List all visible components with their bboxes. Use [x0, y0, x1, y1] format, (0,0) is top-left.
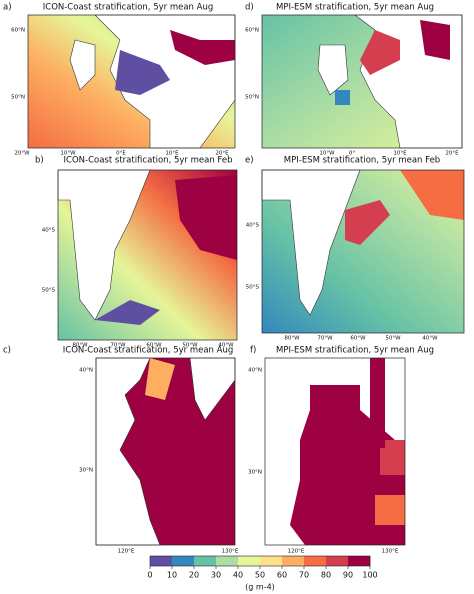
- lat-label: 30°N: [248, 470, 262, 476]
- lon-label: 10°W: [60, 151, 76, 157]
- panel-label: d): [245, 3, 254, 13]
- lon-label: 130°E: [222, 549, 239, 555]
- colorbar-tick-label: 70: [299, 571, 309, 580]
- map-a: [28, 14, 236, 149]
- lon-label: 0°: [349, 151, 355, 157]
- colorbar-tick-label: 60: [277, 571, 287, 580]
- lon-label: 20°E: [215, 151, 229, 157]
- panel-label: c): [3, 346, 11, 356]
- colorbar-segment: [348, 556, 371, 566]
- colorbar-segment: [216, 556, 239, 566]
- lon-label: 130°E: [382, 549, 399, 555]
- lat-label: 40°N: [248, 368, 262, 374]
- colorbar-segment: [194, 556, 217, 566]
- lon-label: 80°W: [284, 336, 300, 342]
- lat-label: 40°S: [42, 228, 56, 234]
- lon-label: 10°E: [393, 151, 407, 157]
- lon-label: 120°E: [118, 549, 135, 555]
- lon-label: 10°E: [165, 151, 179, 157]
- lon-label: 20°E: [445, 151, 459, 157]
- panel-title: MPI-ESM stratification, 5yr mean Aug: [276, 346, 434, 356]
- lon-label: 60°W: [350, 336, 366, 342]
- colorbar-segment: [304, 556, 327, 566]
- lat-label: 60°N: [245, 28, 259, 34]
- colorbar-segment: [150, 556, 173, 566]
- lon-label: 70°W: [317, 336, 333, 342]
- lat-label: 60°N: [11, 28, 25, 34]
- colorbar-tick-label: 30: [211, 571, 221, 580]
- colorbar-tick-label: 20: [189, 571, 199, 580]
- colorbar-tick-label: 50: [255, 571, 265, 580]
- lat-label: 50°S: [246, 285, 260, 291]
- colorbar-tick-label: 0: [147, 571, 152, 580]
- lon-label: 60°W: [146, 343, 162, 349]
- panel-label: b): [35, 156, 44, 166]
- lat-label: 50°S: [42, 288, 56, 294]
- colorbar-segment: [260, 556, 283, 566]
- panel-label: f): [250, 346, 256, 356]
- lon-label: 40°W: [422, 336, 438, 342]
- panel-label: e): [245, 156, 254, 166]
- map-f: [265, 358, 405, 545]
- lat-label: 50°N: [245, 95, 259, 101]
- colorbar-tick-label: 80: [321, 571, 331, 580]
- colorbar-segment: [172, 556, 195, 566]
- lon-label: 20°W: [14, 151, 30, 157]
- map-d: [262, 14, 463, 149]
- panel-title: ICON-Coast stratification, 5yr mean Feb: [64, 156, 233, 166]
- lon-label: 10°W: [319, 151, 335, 157]
- colorbar-tick-label: 90: [343, 571, 353, 580]
- colorbar-tick-label: 10: [167, 571, 177, 580]
- panel-label: a): [3, 3, 12, 13]
- panel-title: MPI-ESM stratification, 5yr mean Aug: [276, 3, 434, 13]
- colorbar-tick-label: 40: [233, 571, 243, 580]
- lon-label: 0°E: [116, 151, 126, 157]
- panel-title: ICON-Coast stratification, 5yr mean Aug: [43, 3, 214, 13]
- colorbar-label: (g m-4): [245, 583, 275, 592]
- colorbar-tick-label: 100: [362, 571, 377, 580]
- colorbar-segment: [326, 556, 349, 566]
- map-c: [95, 357, 236, 546]
- lat-label: 40°N: [79, 368, 93, 374]
- map-b: [57, 169, 237, 340]
- panel-title: MPI-ESM stratification, 5yr mean Feb: [284, 156, 440, 166]
- lon-label: 120°E: [288, 549, 305, 555]
- lon-label: 40°W: [218, 343, 234, 349]
- lon-label: 50°W: [182, 343, 198, 349]
- panel-title: ICON-Coast stratification, 5yr mean Aug: [63, 346, 234, 356]
- lat-label: 40°S: [246, 223, 260, 229]
- lon-label: 50°W: [385, 336, 401, 342]
- map-e: [261, 169, 464, 333]
- colorbar-segment: [282, 556, 305, 566]
- lon-label: 80°W: [72, 343, 88, 349]
- lon-label: 70°W: [110, 343, 126, 349]
- frames: [27, 14, 465, 546]
- colorbar-segment: [238, 556, 261, 566]
- lat-label: 30°N: [79, 468, 93, 474]
- lat-label: 50°N: [11, 95, 25, 101]
